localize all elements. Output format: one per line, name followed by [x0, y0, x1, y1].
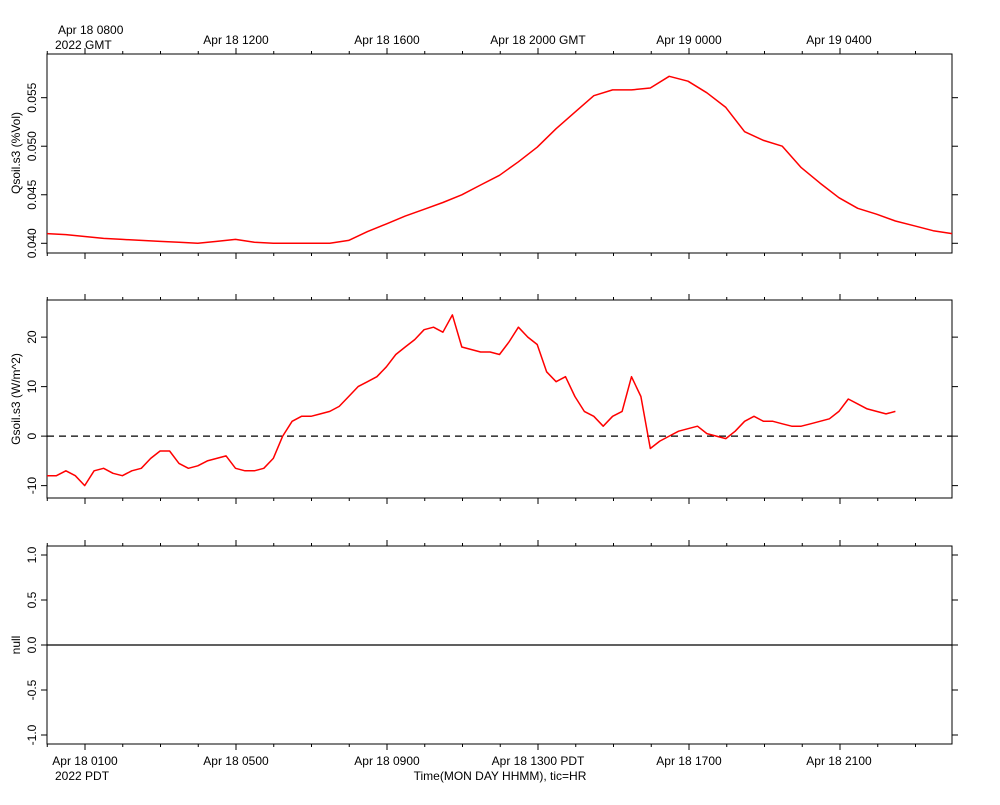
null-y-tick-label: 0.5: [25, 591, 39, 608]
gsoil-y-tick-label: 0: [25, 432, 39, 439]
gsoil-y-tick-label: 10: [25, 380, 39, 394]
qsoil-y-tick-label: 0.045: [25, 179, 39, 209]
qsoil-y-tick-label: 0.055: [25, 82, 39, 112]
qsoil-y-tick-label: 0.040: [25, 228, 39, 258]
top-axis-first-label-line2: 2022 GMT: [55, 38, 112, 52]
bottom-axis-first-label-line1: Apr 18 0100: [52, 754, 118, 768]
gsoil-y-tick-label: -10: [25, 477, 39, 495]
null-y-ticks: -1.0 -0.5 0.0 0.5 1.0: [25, 546, 958, 745]
gsoil-y-axis-title: Gsoil.s3 (W/m^2): [9, 353, 23, 445]
qsoil-y-tick-label: 0.050: [25, 131, 39, 161]
top-axis-label: Apr 18 2000 GMT: [490, 33, 586, 47]
top-axis-first-label-line1: Apr 18 0800: [58, 23, 124, 37]
bottom-axis-first-label-line2: 2022 PDT: [55, 769, 110, 783]
gsoil-series: [47, 314, 896, 487]
null-panel: null -1.0 -0.5 0.0 0.5 1.0: [9, 540, 958, 750]
qsoil-plot-frame: [46, 53, 953, 254]
null-y-tick-label: 1.0: [25, 546, 39, 563]
bottom-axis-label: Apr 18 0500: [203, 754, 269, 768]
null-x-ticks: [46, 540, 916, 750]
top-axis-label: Apr 19 0400: [806, 33, 872, 47]
top-axis-label: Apr 19 0000: [656, 33, 722, 47]
top-axis-label: Apr 18 1600: [354, 33, 420, 47]
x-axis-title: Time(MON DAY HHMM), tic=HR: [414, 769, 587, 783]
null-y-axis-title: null: [9, 636, 23, 655]
qsoil-x-ticks: [46, 48, 916, 259]
gsoil-x-ticks: [46, 294, 916, 504]
bottom-axis-label: Apr 18 1300 PDT: [492, 754, 585, 768]
qsoil-y-axis-title: Qsoil.s3 (%Vol): [9, 112, 23, 194]
gsoil-y-ticks: -10 0 10 20: [25, 330, 958, 494]
bottom-axis-label: Apr 18 2100: [806, 754, 872, 768]
bottom-axis-label: Apr 18 0900: [354, 754, 420, 768]
gsoil-y-tick-label: 20: [25, 330, 39, 344]
top-time-axis: Apr 18 0800 2022 GMT Apr 18 1200 Apr 18 …: [55, 23, 872, 52]
gsoil-series-line: [47, 314, 896, 487]
gsoil-panel: Gsoil.s3 (W/m^2) -10 0 10 20: [9, 294, 958, 504]
bottom-axis-label: Apr 18 1700: [656, 754, 722, 768]
qsoil-y-ticks: 0.040 0.045 0.050 0.055: [25, 82, 958, 258]
qsoil-series: [46, 75, 953, 245]
bottom-time-axis: Apr 18 0100 2022 PDT Apr 18 0500 Apr 18 …: [52, 754, 872, 783]
null-y-tick-label: 0.0: [25, 636, 39, 653]
top-axis-label: Apr 18 1200: [203, 33, 269, 47]
null-y-tick-label: -1.0: [25, 724, 39, 745]
qsoil-panel: Qsoil.s3 (%Vol) 0.040 0.045 0.050 0.055: [9, 48, 958, 259]
gsoil-plot-frame: [46, 299, 953, 499]
qsoil-series-line: [46, 75, 953, 245]
null-y-tick-label: -0.5: [25, 679, 39, 700]
